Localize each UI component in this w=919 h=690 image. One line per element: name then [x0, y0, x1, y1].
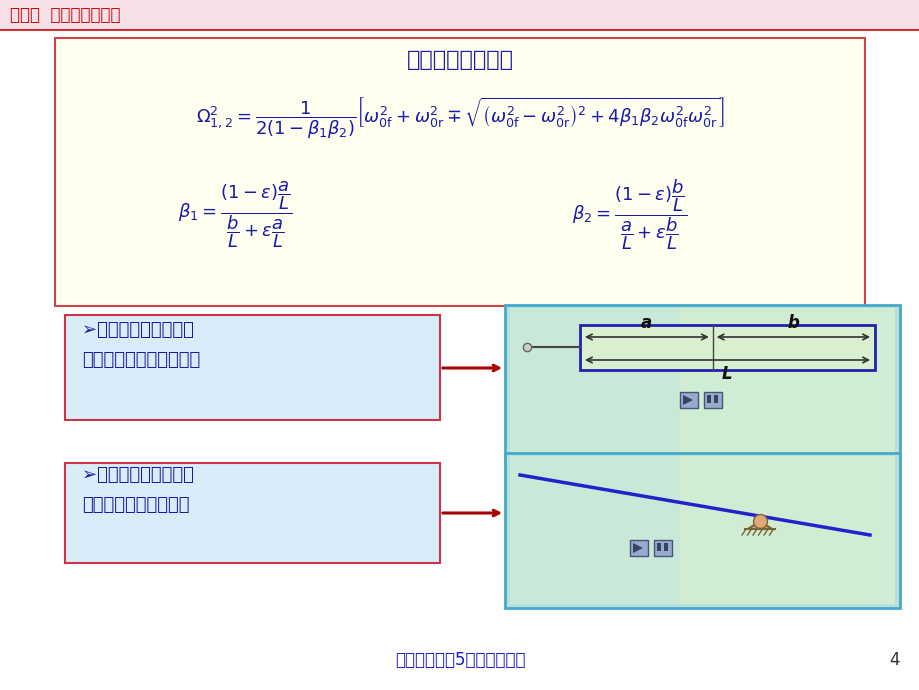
Polygon shape — [682, 395, 692, 405]
Text: $\boldsymbol{b}$: $\boldsymbol{b}$ — [787, 314, 800, 332]
Bar — [65, 315, 439, 420]
Bar — [509, 308, 894, 456]
Bar — [65, 463, 439, 563]
Bar — [509, 456, 894, 604]
Polygon shape — [747, 521, 771, 529]
Text: 第五节  双轴汽车的振动: 第五节 双轴汽车的振动 — [10, 6, 120, 24]
Text: $\beta_1 = \dfrac{\left(1-\varepsilon\right)\dfrac{a}{L}}{\dfrac{b}{L}+\varepsil: $\beta_1 = \dfrac{\left(1-\varepsilon\ri… — [177, 179, 292, 250]
Bar — [0, 0, 919, 30]
Bar — [679, 308, 894, 456]
Bar — [55, 38, 864, 306]
Bar — [679, 456, 894, 604]
Bar — [656, 543, 660, 551]
Bar — [706, 395, 710, 403]
Bar — [653, 540, 671, 556]
Text: $\boldsymbol{L}$: $\boldsymbol{L}$ — [720, 365, 732, 383]
Polygon shape — [632, 543, 642, 553]
Text: $\boldsymbol{a}$: $\boldsymbol{a}$ — [640, 314, 652, 332]
Text: 4: 4 — [889, 651, 899, 669]
Bar — [630, 540, 647, 556]
Bar — [664, 543, 667, 551]
Bar — [713, 395, 717, 403]
Text: 系统的两个主频率: 系统的两个主频率 — [406, 50, 513, 70]
Text: 汽车理论（第5版）教学课件: 汽车理论（第5版）教学课件 — [394, 651, 525, 669]
Bar — [579, 325, 874, 370]
Bar — [505, 305, 899, 460]
Bar — [679, 392, 698, 408]
Text: ➢振动的节点在轴距之
外时，称为垂直振动型。: ➢振动的节点在轴距之 外时，称为垂直振动型。 — [82, 321, 200, 369]
Bar — [505, 453, 899, 608]
Bar — [703, 392, 721, 408]
Text: $\beta_2 = \dfrac{\left(1-\varepsilon\right)\dfrac{b}{L}}{\dfrac{a}{L}+\varepsil: $\beta_2 = \dfrac{\left(1-\varepsilon\ri… — [572, 177, 686, 253]
Text: ➢振动的节点在轴距之
内时，称为角振动型。: ➢振动的节点在轴距之 内时，称为角振动型。 — [82, 466, 194, 514]
Text: $\Omega^2_{1,2} = \dfrac{1}{2\left(1-\beta_1\beta_2\right)}\left[\omega^2_\mathr: $\Omega^2_{1,2} = \dfrac{1}{2\left(1-\be… — [196, 95, 723, 141]
